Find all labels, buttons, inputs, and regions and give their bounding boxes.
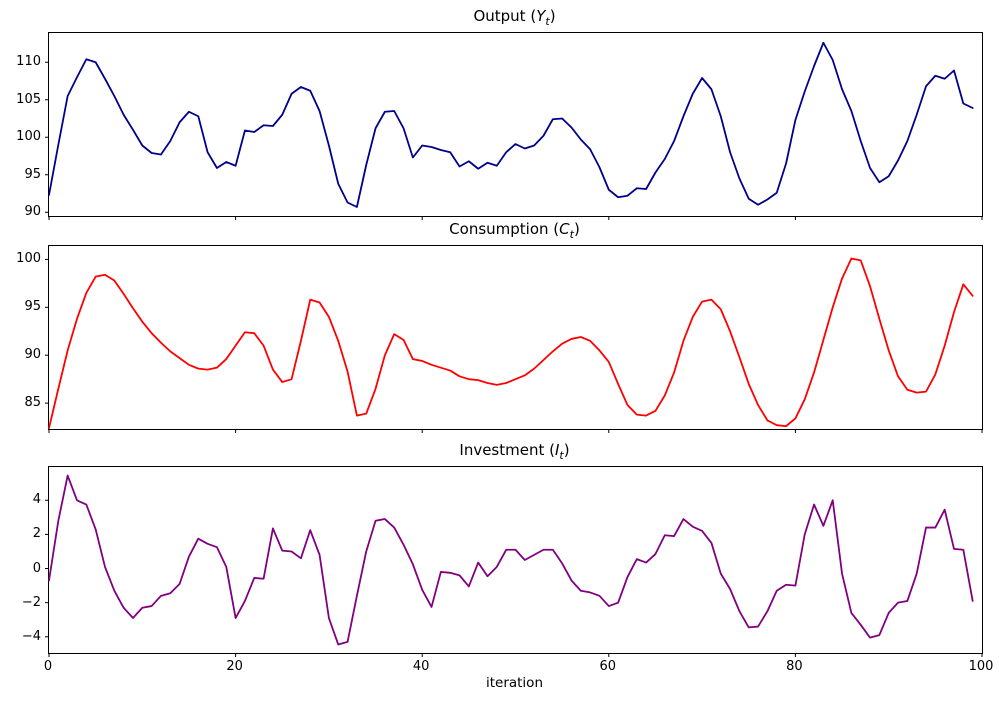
axes-consumption: [45, 245, 983, 433]
y-tick-label: 85: [24, 395, 41, 411]
title-math-sub: t: [569, 228, 574, 241]
title-text: ): [573, 220, 580, 238]
y-tick-label: 105: [16, 91, 41, 107]
x-tick-label: 20: [226, 659, 243, 674]
x-tick-label: 60: [599, 659, 617, 674]
x-tick-label: 0: [43, 659, 53, 674]
x-axis-label: iteration: [485, 675, 544, 691]
axes-output: [45, 32, 983, 220]
title-text: ): [563, 441, 570, 459]
y-tick-label: 100: [16, 251, 41, 267]
series-line: [48, 474, 974, 646]
x-tick-label: 100: [968, 659, 994, 674]
y-tick-label: 90: [24, 204, 41, 220]
y-tick-label: 0: [32, 560, 41, 576]
x-tick-label: 40: [412, 659, 430, 674]
chart-title-investment: Investment (It): [48, 440, 981, 466]
y-tick-label: −4: [21, 628, 41, 644]
title-text: Investment (: [459, 441, 555, 459]
y-tick-label: −2: [21, 594, 41, 610]
y-tick-label: 95: [24, 299, 41, 315]
title-math-sub: t: [559, 449, 564, 462]
line-chart-output: [45, 41, 983, 220]
title-text: Output (: [473, 7, 537, 25]
line-chart-investment: [45, 474, 983, 657]
series-line: [48, 257, 974, 429]
x-tick-label: 80: [786, 659, 803, 674]
y-tick-label: 95: [24, 166, 41, 182]
title-math-sub: t: [545, 15, 550, 28]
y-tick-label: 110: [16, 54, 41, 70]
chart-title-output: Output (Yt): [48, 6, 981, 32]
axes-investment: [45, 466, 983, 657]
y-tick-label: 90: [24, 347, 41, 363]
y-tick-label: 2: [32, 526, 41, 542]
title-math-var: C: [559, 220, 570, 238]
chart-title-consumption: Consumption (Ct): [48, 219, 981, 245]
y-tick-label: 4: [32, 492, 41, 508]
title-math-var: I: [554, 441, 560, 459]
title-math-var: Y: [536, 7, 546, 25]
title-text: ): [549, 7, 556, 25]
y-tick-label: 100: [16, 129, 41, 145]
title-text: Consumption (: [449, 220, 560, 238]
line-chart-consumption: [45, 257, 983, 433]
series-line: [48, 41, 974, 208]
